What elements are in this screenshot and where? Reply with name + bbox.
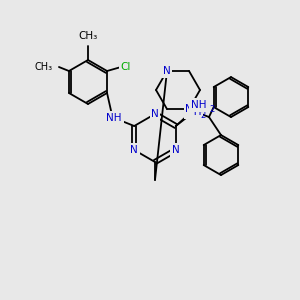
Text: NH: NH <box>106 113 122 123</box>
Text: CH₃: CH₃ <box>35 62 53 72</box>
Text: N: N <box>130 145 138 155</box>
Text: NH: NH <box>106 113 122 123</box>
Text: N: N <box>172 145 180 155</box>
Text: Cl: Cl <box>121 62 131 72</box>
Text: N: N <box>185 104 193 114</box>
Text: NH: NH <box>186 107 202 117</box>
Text: N: N <box>151 109 159 119</box>
Text: NH: NH <box>191 100 206 110</box>
Text: N: N <box>163 66 171 76</box>
Text: 2: 2 <box>210 106 215 115</box>
Text: CH₃: CH₃ <box>78 31 98 41</box>
Text: 2: 2 <box>200 110 206 119</box>
